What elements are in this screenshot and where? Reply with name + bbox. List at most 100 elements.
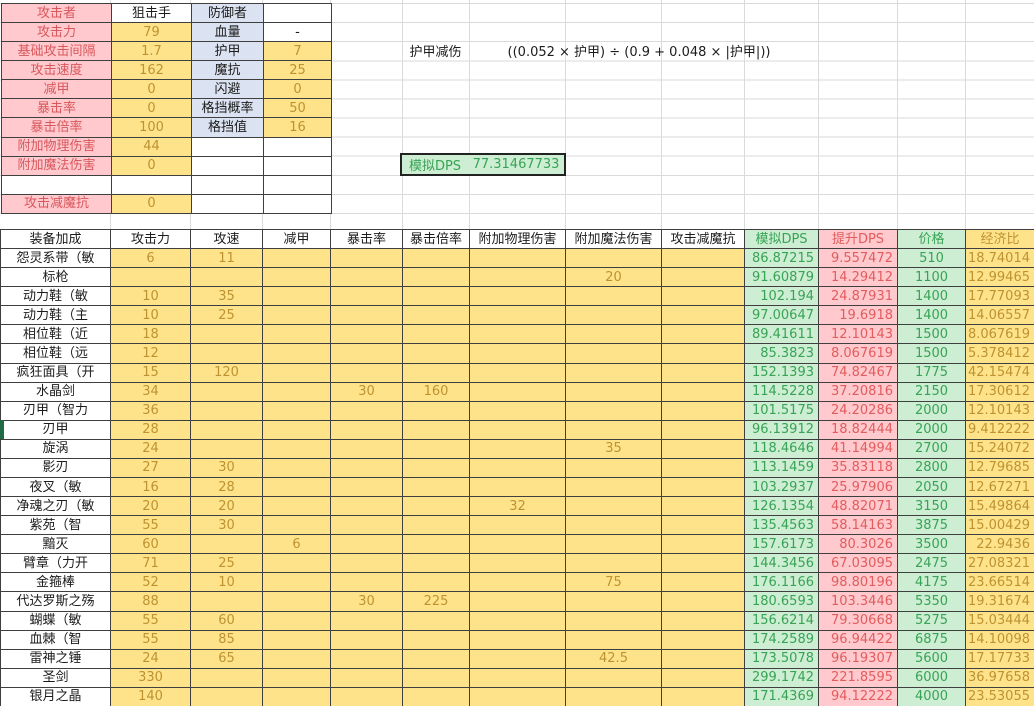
equip-name-cell[interactable]: 血棘（智 — [1, 630, 111, 650]
equip-cell-r2-c5[interactable] — [403, 287, 470, 307]
equip-name-cell[interactable]: 蝴蝶（敏 — [1, 611, 111, 631]
equip-cell-r7-c6[interactable] — [470, 382, 566, 402]
equip-cell-r4-c9[interactable]: 89.41611 — [745, 325, 819, 345]
stats-cell-r5-c1[interactable]: 0 — [112, 99, 192, 119]
equip-cell-r12-c10[interactable]: 25.97906 — [819, 478, 898, 498]
equip-cell-r21-c11[interactable]: 5600 — [898, 649, 966, 669]
equip-cell-r6-c9[interactable]: 152.1393 — [745, 363, 819, 383]
equip-cell-r22-c1[interactable]: 330 — [111, 668, 191, 688]
equip-cell-r16-c4[interactable] — [331, 554, 403, 574]
equip-cell-r16-c5[interactable] — [403, 554, 470, 574]
equip-cell-r12-c7[interactable] — [566, 478, 662, 498]
equip-cell-r21-c3[interactable] — [263, 649, 331, 669]
equip-cell-r16-c3[interactable] — [263, 554, 331, 574]
equip-cell-r13-c1[interactable]: 20 — [111, 497, 191, 517]
equip-cell-r11-c10[interactable]: 35.83118 — [819, 458, 898, 479]
equip-cell-r9-c12[interactable]: 9.412222 — [966, 420, 1034, 440]
equip-cell-r20-c11[interactable]: 6875 — [898, 630, 966, 650]
stats-cell-r2-c2[interactable]: 护甲 — [192, 42, 264, 62]
equip-cell-r4-c11[interactable]: 1500 — [898, 325, 966, 345]
stats-cell-r9-c3[interactable] — [264, 175, 332, 195]
equip-cell-r4-c10[interactable]: 12.10143 — [819, 325, 898, 345]
stats-cell-r6-c2[interactable]: 格挡值 — [192, 118, 264, 138]
equip-cell-r19-c10[interactable]: 79.30668 — [819, 611, 898, 631]
equip-cell-r16-c11[interactable]: 2475 — [898, 554, 966, 574]
equip-cell-r6-c8[interactable] — [662, 363, 745, 383]
stats-cell-r4-c0[interactable]: 减甲 — [2, 80, 112, 100]
equip-cell-r1-c9[interactable]: 91.60879 — [745, 268, 819, 288]
equip-cell-r12-c8[interactable] — [662, 478, 745, 498]
equip-cell-r16-c9[interactable]: 144.3456 — [745, 554, 819, 574]
equip-cell-r20-c3[interactable] — [263, 630, 331, 650]
equip-cell-r8-c12[interactable]: 12.10143 — [966, 401, 1034, 421]
equip-cell-r0-c2[interactable]: 11 — [191, 249, 263, 269]
equip-cell-r11-c6[interactable] — [470, 458, 566, 479]
equip-cell-r17-c11[interactable]: 4175 — [898, 573, 966, 593]
equip-header-1[interactable]: 攻击力 — [111, 230, 191, 250]
equip-cell-r12-c11[interactable]: 2050 — [898, 478, 966, 498]
equip-cell-r1-c7[interactable]: 20 — [566, 268, 662, 288]
equip-cell-r3-c12[interactable]: 14.06557 — [966, 306, 1034, 326]
equip-cell-r5-c11[interactable]: 1500 — [898, 344, 966, 364]
equip-cell-r14-c3[interactable] — [263, 516, 331, 536]
equip-cell-r6-c12[interactable]: 42.15474 — [966, 363, 1034, 383]
stats-cell-r9-c2[interactable] — [192, 175, 264, 195]
equip-header-5[interactable]: 暴击倍率 — [403, 230, 470, 250]
equip-cell-r16-c8[interactable] — [662, 554, 745, 574]
equip-cell-r0-c12[interactable]: 18.74014 — [966, 249, 1034, 269]
equip-cell-r13-c12[interactable]: 15.49864 — [966, 497, 1034, 517]
equip-cell-r11-c7[interactable] — [566, 458, 662, 479]
equip-cell-r8-c6[interactable] — [470, 401, 566, 421]
stats-cell-r5-c0[interactable]: 暴击率 — [2, 99, 112, 119]
equip-cell-r11-c11[interactable]: 2800 — [898, 458, 966, 479]
equip-cell-r0-c7[interactable] — [566, 249, 662, 269]
equip-cell-r23-c12[interactable]: 23.53055 — [966, 687, 1034, 706]
stats-cell-r3-c2[interactable]: 魔抗 — [192, 61, 264, 81]
equip-header-0[interactable]: 装备加成 — [1, 230, 111, 250]
equip-cell-r6-c1[interactable]: 15 — [111, 363, 191, 383]
equip-cell-r23-c7[interactable] — [566, 687, 662, 706]
stats-cell-r6-c3[interactable]: 16 — [264, 118, 332, 138]
equip-name-cell[interactable]: 雷神之锤 — [1, 649, 111, 669]
stats-cell-r10-c0[interactable]: 攻击减魔抗 — [2, 194, 112, 214]
equip-cell-r3-c4[interactable] — [331, 306, 403, 326]
equip-name-cell[interactable]: 相位鞋（远 — [1, 344, 111, 364]
stats-cell-r1-c0[interactable]: 攻击力 — [2, 23, 112, 43]
equip-cell-r6-c11[interactable]: 1775 — [898, 363, 966, 383]
equip-cell-r22-c6[interactable] — [470, 668, 566, 688]
equip-cell-r21-c1[interactable]: 24 — [111, 649, 191, 669]
equip-cell-r18-c11[interactable]: 5350 — [898, 592, 966, 612]
equip-cell-r8-c9[interactable]: 101.5175 — [745, 401, 819, 421]
equip-cell-r8-c1[interactable]: 36 — [111, 401, 191, 421]
equip-cell-r11-c9[interactable]: 113.1459 — [745, 458, 819, 479]
equip-cell-r17-c3[interactable] — [263, 573, 331, 593]
equip-cell-r6-c3[interactable] — [263, 363, 331, 383]
equip-name-cell[interactable]: 黯灭 — [1, 535, 111, 555]
equip-cell-r23-c1[interactable]: 140 — [111, 687, 191, 706]
equip-cell-r8-c5[interactable] — [403, 401, 470, 421]
equip-cell-r10-c1[interactable]: 24 — [111, 439, 191, 459]
equip-cell-r21-c6[interactable] — [470, 649, 566, 669]
equip-cell-r17-c12[interactable]: 23.66514 — [966, 573, 1034, 593]
equip-cell-r1-c12[interactable]: 12.99465 — [966, 268, 1034, 288]
equip-cell-r11-c4[interactable] — [331, 458, 403, 479]
equip-header-7[interactable]: 附加魔法伤害 — [566, 230, 662, 250]
stats-cell-r9-c0[interactable] — [2, 175, 112, 195]
equip-cell-r12-c9[interactable]: 103.2937 — [745, 478, 819, 498]
equip-cell-r22-c5[interactable] — [403, 668, 470, 688]
equip-cell-r16-c1[interactable]: 71 — [111, 554, 191, 574]
equip-cell-r11-c3[interactable] — [263, 458, 331, 479]
equip-cell-r13-c11[interactable]: 3150 — [898, 497, 966, 517]
equip-cell-r6-c2[interactable]: 120 — [191, 363, 263, 383]
equip-cell-r1-c11[interactable]: 1100 — [898, 268, 966, 288]
equip-cell-r5-c7[interactable] — [566, 344, 662, 364]
equip-cell-r18-c10[interactable]: 103.3446 — [819, 592, 898, 612]
equip-cell-r2-c6[interactable] — [470, 287, 566, 307]
stats-cell-r10-c1[interactable]: 0 — [112, 194, 192, 214]
equip-cell-r9-c1[interactable]: 28 — [111, 420, 191, 440]
equip-cell-r7-c7[interactable] — [566, 382, 662, 402]
equip-cell-r2-c12[interactable]: 17.77093 — [966, 287, 1034, 307]
equip-cell-r19-c3[interactable] — [263, 611, 331, 631]
equip-cell-r18-c6[interactable] — [470, 592, 566, 612]
equip-cell-r11-c8[interactable] — [662, 458, 745, 479]
